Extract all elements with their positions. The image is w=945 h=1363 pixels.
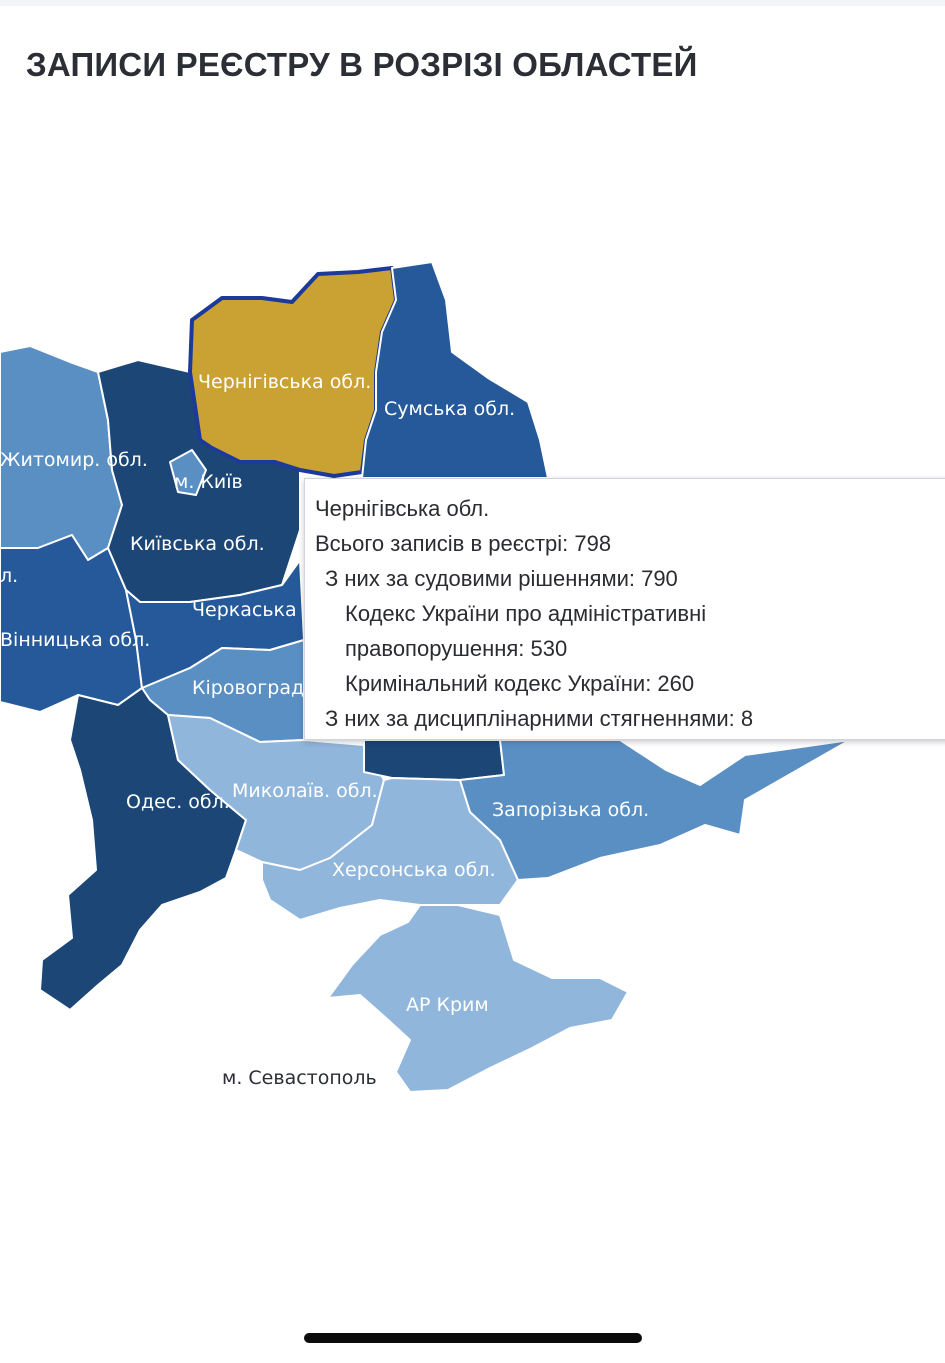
tooltip-total: Всього записів в реєстрі: 798 <box>315 531 612 556</box>
region-label-crimea: АР Крим <box>406 994 489 1016</box>
region-label-sumy: Сумська обл. <box>384 398 515 420</box>
top-strip <box>0 0 945 6</box>
tooltip-disciplinary: З них за дисциплінарними стягненнями: 8 <box>325 706 754 731</box>
region-label-zaporizhzhia: Запорізька обл. <box>492 799 649 821</box>
tooltip-admin-code-line1: Кодекс України про адміністративні <box>345 601 707 626</box>
region-label-kherson: Херсонська обл. <box>332 859 496 881</box>
region-label-sevastopol: м. Севастополь <box>222 1067 377 1089</box>
region-dnipro[interactable] <box>363 739 505 781</box>
region-label-kyiv-oblast: Київська обл. <box>130 533 265 555</box>
region-label-cherkasy: Черкаська <box>192 599 297 621</box>
page-title: ЗАПИСИ РЕЄСТРУ В РОЗРІЗІ ОБЛАСТЕЙ <box>26 46 698 83</box>
tooltip-criminal-code: Кримінальний кодекс України: 260 <box>345 671 695 696</box>
region-label-kyiv-city: м. Київ <box>174 471 243 493</box>
region-crimea[interactable] <box>327 904 629 1093</box>
tooltip-region-name: Чернігівська обл. <box>315 496 490 521</box>
region-label-partial: л. <box>0 565 18 587</box>
region-label-zhytomyr: Житомир. обл. <box>0 449 148 471</box>
home-indicator <box>304 1333 642 1343</box>
region-kyiv-city[interactable] <box>169 449 207 496</box>
region-label-chernihiv: Чернігівська обл. <box>198 371 371 393</box>
region-tooltip: Чернігівська обл. Всього записів в реєст… <box>304 478 945 740</box>
region-zaporizhzhia[interactable] <box>459 739 851 881</box>
region-label-vinnytsia: Вінницька обл. <box>0 629 150 651</box>
region-label-kirovohrad: Кіровоград <box>192 677 304 699</box>
tooltip-court-decisions: З них за судовими рішеннями: 790 <box>325 566 678 591</box>
tooltip-admin-code-line2: правопорушення: 530 <box>345 636 568 661</box>
region-label-mykolaiv: Миколаїв. обл. <box>232 780 378 802</box>
region-label-odesa: Одес. обл. <box>126 791 230 813</box>
